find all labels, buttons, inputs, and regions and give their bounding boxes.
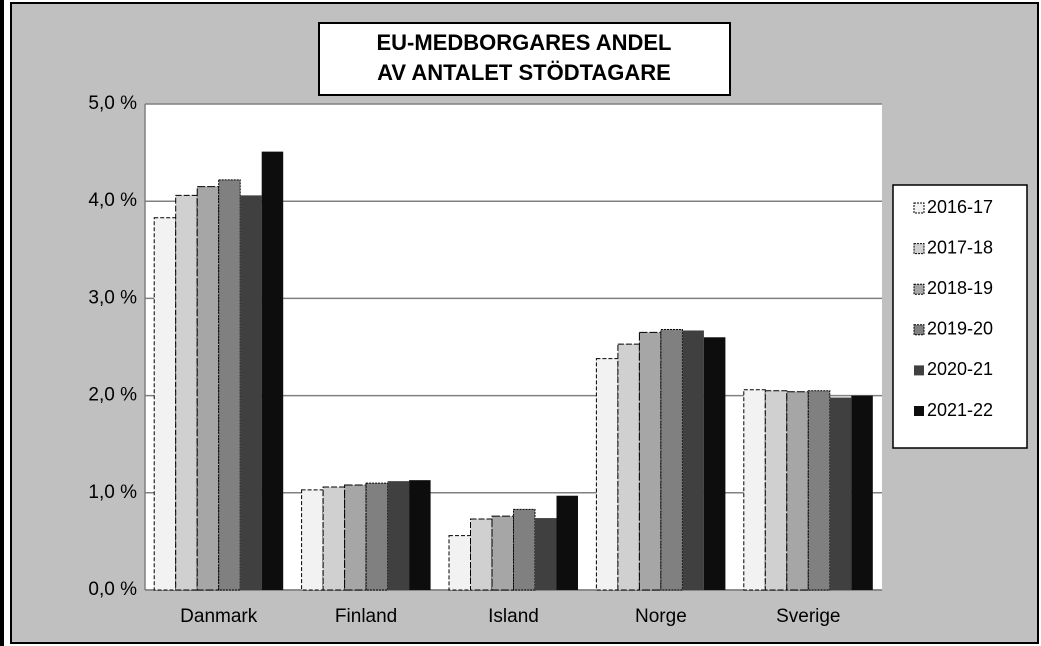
- bar: [829, 397, 852, 590]
- y-tick-label: 2,0 %: [88, 385, 137, 406]
- x-tick-label: Finland: [335, 606, 397, 627]
- bar: [322, 486, 346, 591]
- legend-label: 2020-21: [927, 359, 993, 379]
- bar: [240, 195, 262, 591]
- bar: [638, 331, 662, 591]
- legend-swatch: [913, 202, 925, 214]
- legend-swatch: [913, 243, 925, 255]
- legend-swatch: [914, 365, 924, 376]
- x-tick-label: Norge: [635, 606, 687, 627]
- bar: [175, 194, 198, 591]
- bar: [153, 217, 177, 591]
- legend-label: 2021-22: [927, 400, 993, 420]
- legend-label: 2017-18: [927, 237, 993, 257]
- bar: [682, 330, 704, 590]
- legend-swatch: [913, 324, 925, 336]
- bar: [535, 518, 557, 590]
- y-tick-label: 1,0 %: [88, 482, 137, 503]
- bar: [365, 482, 389, 591]
- bar: [617, 343, 640, 591]
- x-tick-label: Danmark: [180, 606, 258, 627]
- legend-label: 2019-20: [927, 319, 993, 339]
- bar: [513, 508, 536, 591]
- legend-label: 2016-17: [927, 197, 993, 217]
- legend-swatch: [914, 406, 924, 416]
- bar: [387, 481, 410, 590]
- bar: [301, 489, 324, 591]
- y-tick-label: 0,0 %: [88, 579, 137, 600]
- x-tick-label: Sverige: [776, 606, 840, 627]
- bar: [660, 329, 683, 591]
- bar: [807, 390, 831, 591]
- bar: [556, 495, 578, 590]
- bar: [491, 515, 514, 591]
- bar: [344, 484, 367, 591]
- bar: [470, 518, 493, 591]
- bar: [448, 535, 471, 591]
- bar: [786, 391, 809, 591]
- y-tick-label: 5,0 %: [88, 93, 137, 114]
- title-box: [318, 22, 731, 96]
- chart-title: EU-MEDBORGARES ANDEL: [377, 30, 672, 55]
- bar: [218, 179, 241, 591]
- y-tick-label: 3,0 %: [88, 287, 137, 308]
- bar: [703, 337, 726, 590]
- bar: [261, 151, 284, 591]
- bar: [743, 389, 766, 591]
- bar: [409, 480, 431, 590]
- y-tick-label: 4,0 %: [88, 190, 137, 211]
- legend-swatch: [913, 283, 925, 295]
- bar: [764, 390, 788, 591]
- legend-label: 2018-19: [927, 278, 993, 298]
- chart-title: AV ANTALET STÖDTAGARE: [377, 60, 671, 85]
- bar: [196, 186, 220, 591]
- edge: [0, 0, 4, 646]
- bar: [595, 358, 619, 591]
- legend: [892, 184, 1028, 449]
- bar: [851, 395, 873, 590]
- x-tick-label: Island: [488, 606, 539, 627]
